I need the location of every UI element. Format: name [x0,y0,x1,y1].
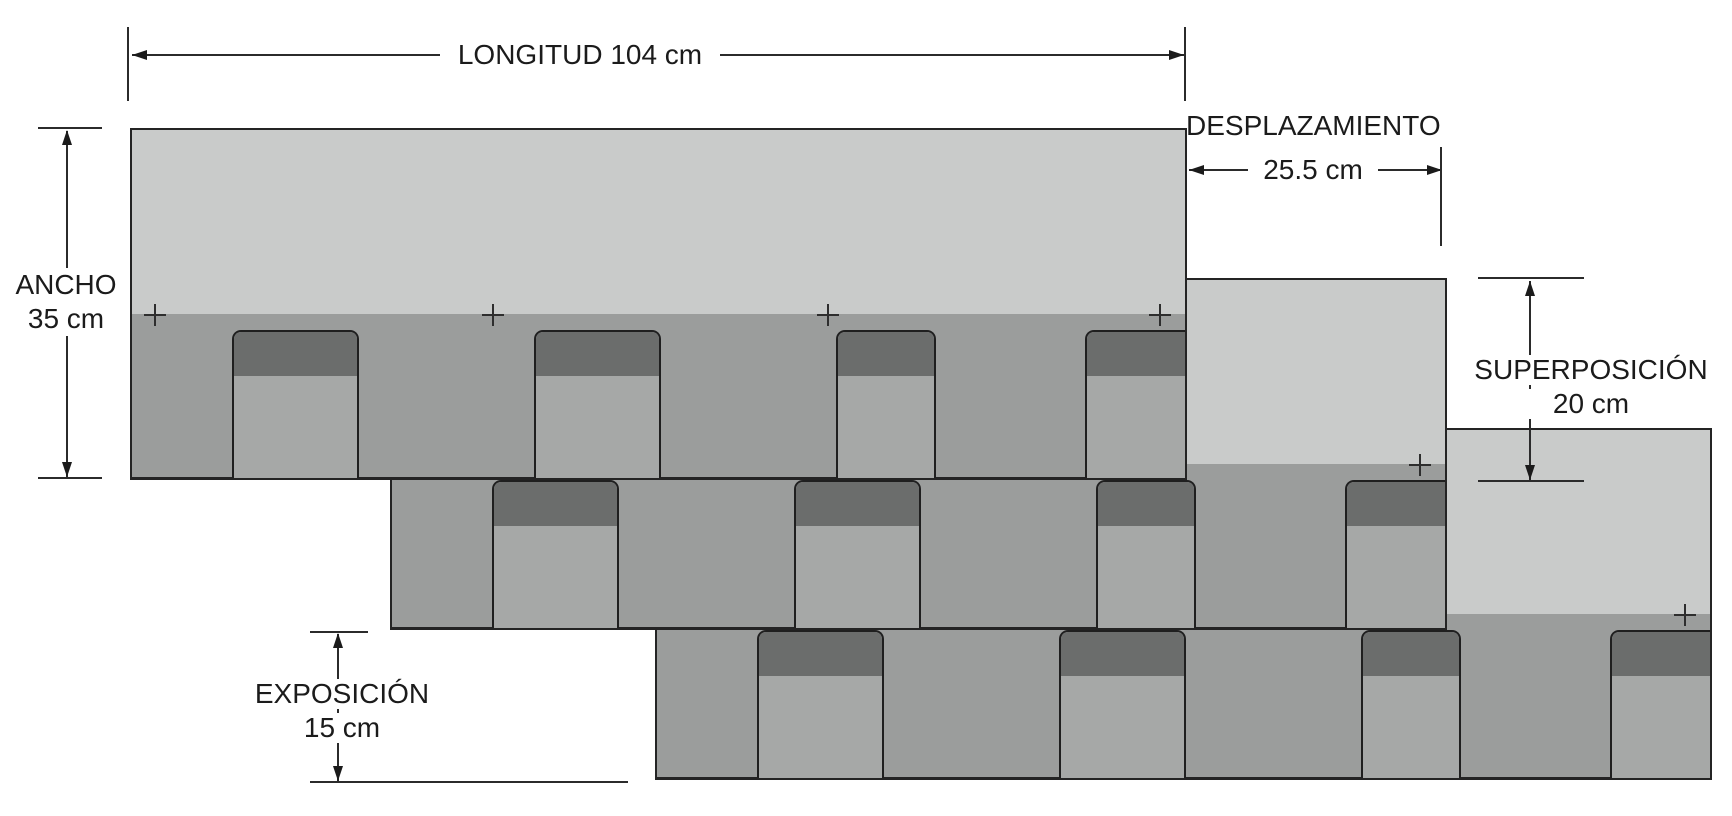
nail-mark [144,304,166,326]
cutout-shadow [838,332,934,376]
tab-cutout [757,630,884,778]
dim-superposicion-name: SUPERPOSICIÓN [1461,355,1721,385]
dim-desplazamiento-name: DESPLAZAMIENTO [1186,110,1441,141]
tab-cutout [1610,630,1710,778]
dim-longitud-tick-right [1184,27,1186,101]
dim-ancho-label: ANCHO 35 cm [4,268,128,336]
tab-cutout [1096,480,1196,628]
dim-exposicion-arrow-up [333,633,343,648]
dim-desplazamiento-value: 25.5 cm [1248,155,1378,185]
dim-superposicion-arrow-up [1525,281,1535,296]
dim-exposicion-arrow-down [333,766,343,781]
dim-ancho-value: 35 cm [27,303,105,334]
dim-desplazamiento-arrow-right [1427,165,1442,175]
tab-cutout [794,480,921,628]
nail-mark [817,304,839,326]
dim-desplazamiento-tick-right [1440,147,1442,246]
dim-ancho-name: ANCHO [15,269,117,300]
nail-mark [482,304,504,326]
cutout-shadow [1087,332,1185,376]
dim-superposicion-arrow-down [1525,465,1535,480]
dim-superposicion-value: 20 cm [1521,389,1661,419]
cutout-shadow [796,482,919,526]
tab-cutout [534,330,661,478]
dim-longitud-label: LONGITUD 104 cm [440,40,720,70]
dim-ancho-arrow-down [62,462,72,477]
cutout-shadow [494,482,617,526]
tab-cutout [1345,480,1445,628]
cutout-shadow [536,332,659,376]
dim-longitud-arrow-left [132,50,147,60]
dim-superposicion-tick-bottom [1478,480,1584,482]
dim-exposicion-name: EXPOSICIÓN [222,679,462,709]
cutout-shadow [1612,632,1710,676]
dim-ancho-arrow-up [62,130,72,145]
nail-mark [1149,304,1171,326]
nail-mark [1409,454,1431,476]
tab-cutout [232,330,359,478]
cutout-shadow [1098,482,1194,526]
cutout-shadow [1363,632,1459,676]
dim-superposicion-tick-top [1478,277,1584,279]
dim-exposicion-value: 15 cm [272,713,412,743]
cutout-shadow [1061,632,1184,676]
nail-mark [1674,604,1696,626]
tab-cutout [836,330,936,478]
tab-cutout [1059,630,1186,778]
dim-ancho-tick-bottom [38,477,102,479]
dim-exposicion-baseline [310,781,628,783]
shingle-course-1 [130,128,1187,480]
cutout-shadow [759,632,882,676]
cutout-shadow [1347,482,1445,526]
tab-cutout [1361,630,1461,778]
dim-longitud-tick-left [127,27,129,101]
tab-cutout [1085,330,1185,478]
dim-longitud-arrow-right [1169,50,1184,60]
dim-ancho-tick-top [38,127,102,129]
tab-cutout [492,480,619,628]
dim-exposicion-tick-top [310,631,368,633]
dim-desplazamiento-arrow-left [1189,165,1204,175]
shingle-headlap [132,130,1185,314]
cutout-shadow [234,332,357,376]
